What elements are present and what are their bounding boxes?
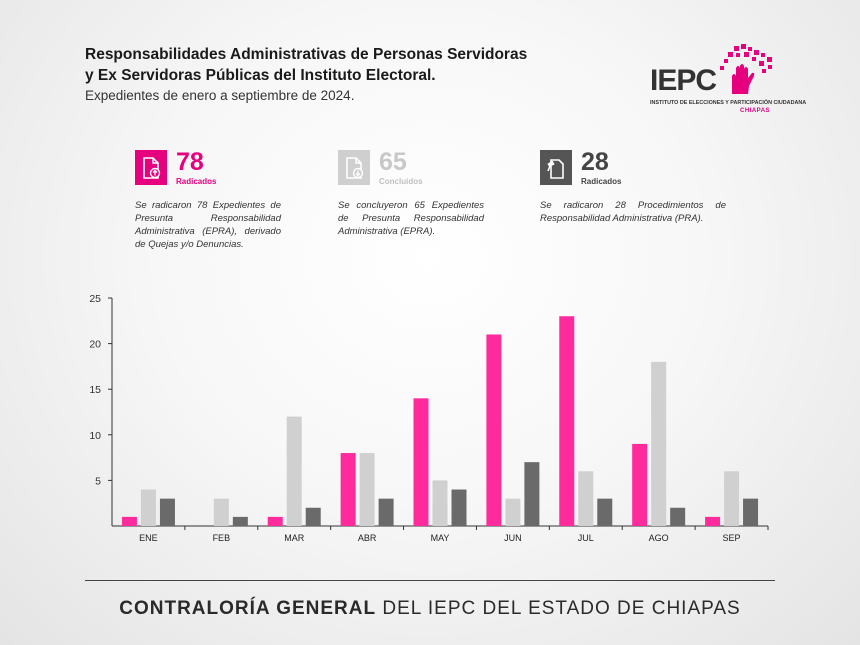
bar <box>159 498 175 526</box>
bar <box>578 471 594 526</box>
footer-rest: DEL IEPC DEL ESTADO DE CHIAPAS <box>376 598 741 619</box>
gavel-document-icon <box>540 150 572 185</box>
x-tick-label: JUL <box>578 533 594 543</box>
bar <box>286 416 302 526</box>
header: Responsabilidades Administrativas de Per… <box>85 44 605 103</box>
x-tick-label: AGO <box>649 533 669 543</box>
kpi-value: 28 <box>581 148 609 176</box>
bar <box>559 316 575 526</box>
bar <box>670 507 686 526</box>
bar <box>140 489 156 526</box>
bar <box>505 498 521 526</box>
bar <box>705 516 721 526</box>
x-tick-label: ENE <box>139 533 158 543</box>
iepc-logo: IEPC INSTITUTO DE ELECCIONES Y PARTICIPA… <box>648 42 806 122</box>
bar <box>651 361 667 526</box>
kpi-value: 65 <box>379 148 407 176</box>
logo-region: CHIAPAS <box>740 108 771 114</box>
kpi-description: Se radicaron 28 Procedimientos de Respon… <box>540 200 726 224</box>
x-tick-label: MAR <box>284 533 305 543</box>
bar <box>121 516 137 526</box>
footer-divider <box>85 580 775 581</box>
bar <box>632 443 648 526</box>
x-tick-label: ABR <box>358 533 377 543</box>
bar <box>743 498 759 526</box>
x-tick-label: FEB <box>213 533 231 543</box>
bar <box>451 489 467 526</box>
kpi-description: Se radicaron 78 Expedientes de Presunta … <box>135 200 281 250</box>
bar <box>413 398 429 526</box>
kpi-description: Se concluyeron 65 Expedientes de Presunt… <box>338 200 484 237</box>
bar <box>267 516 283 526</box>
y-tick-label: 15 <box>89 384 101 396</box>
y-tick-label: 5 <box>95 475 101 487</box>
x-tick-label: JUN <box>504 533 522 543</box>
kpi-label: Radicados <box>176 177 217 186</box>
x-tick-label: SEP <box>723 533 741 543</box>
bar <box>378 498 394 526</box>
x-tick-label: MAY <box>431 533 450 543</box>
y-tick-label: 25 <box>89 293 101 305</box>
kpi-label: Radicados <box>581 177 622 186</box>
bar <box>305 507 321 526</box>
document-upload-icon <box>135 150 167 185</box>
y-tick-label: 20 <box>89 339 101 351</box>
footer-bold: CONTRALORÍA GENERAL <box>119 598 377 619</box>
bar <box>359 453 375 526</box>
hand-tree-icon <box>720 44 772 94</box>
footer: CONTRALORÍA GENERAL DEL IEPC DEL ESTADO … <box>0 598 860 620</box>
bar <box>524 462 540 526</box>
document-download-icon <box>338 150 370 185</box>
bar <box>724 471 740 526</box>
bar <box>340 453 356 526</box>
page-title: Responsabilidades Administrativas de Per… <box>85 46 528 84</box>
kpi-value: 78 <box>176 148 204 176</box>
kpi-label: Concluidos <box>379 177 423 186</box>
bar <box>232 516 248 526</box>
logo-caption: INSTITUTO DE ELECCIONES Y PARTICIPACIÓN … <box>650 100 807 106</box>
page-subtitle: Expedientes de enero a septiembre de 202… <box>85 88 355 103</box>
bar <box>213 498 229 526</box>
bar <box>597 498 613 526</box>
logo-name: IEPC <box>650 64 717 97</box>
y-tick-label: 10 <box>89 430 101 442</box>
bar <box>432 480 448 526</box>
bar <box>486 334 502 526</box>
